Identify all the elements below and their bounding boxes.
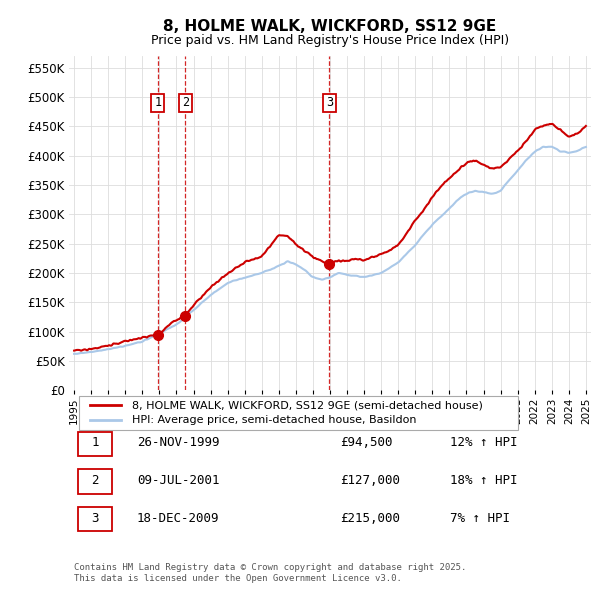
Text: 09-JUL-2001: 09-JUL-2001	[137, 474, 220, 487]
Text: 8, HOLME WALK, WICKFORD, SS12 9GE (semi-detached house): 8, HOLME WALK, WICKFORD, SS12 9GE (semi-…	[131, 400, 482, 410]
FancyBboxPatch shape	[79, 469, 112, 494]
Text: Contains HM Land Registry data © Crown copyright and database right 2025.
This d: Contains HM Land Registry data © Crown c…	[74, 563, 467, 582]
Text: 8, HOLME WALK, WICKFORD, SS12 9GE: 8, HOLME WALK, WICKFORD, SS12 9GE	[163, 19, 497, 34]
Text: 7% ↑ HPI: 7% ↑ HPI	[450, 512, 510, 525]
Text: £127,000: £127,000	[340, 474, 400, 487]
Text: 2: 2	[182, 96, 189, 110]
Text: 1: 1	[91, 437, 99, 450]
Text: Price paid vs. HM Land Registry's House Price Index (HPI): Price paid vs. HM Land Registry's House …	[151, 34, 509, 47]
Text: £94,500: £94,500	[340, 437, 393, 450]
Text: 18% ↑ HPI: 18% ↑ HPI	[450, 474, 518, 487]
Text: 1: 1	[154, 96, 161, 110]
FancyBboxPatch shape	[79, 507, 112, 531]
Text: HPI: Average price, semi-detached house, Basildon: HPI: Average price, semi-detached house,…	[131, 415, 416, 425]
Text: 3: 3	[326, 96, 333, 110]
FancyBboxPatch shape	[79, 431, 112, 456]
FancyBboxPatch shape	[79, 396, 518, 430]
Text: 3: 3	[91, 512, 99, 525]
Text: 12% ↑ HPI: 12% ↑ HPI	[450, 437, 518, 450]
Text: £215,000: £215,000	[340, 512, 400, 525]
Text: 2: 2	[91, 474, 99, 487]
Text: 18-DEC-2009: 18-DEC-2009	[137, 512, 220, 525]
Text: 26-NOV-1999: 26-NOV-1999	[137, 437, 220, 450]
